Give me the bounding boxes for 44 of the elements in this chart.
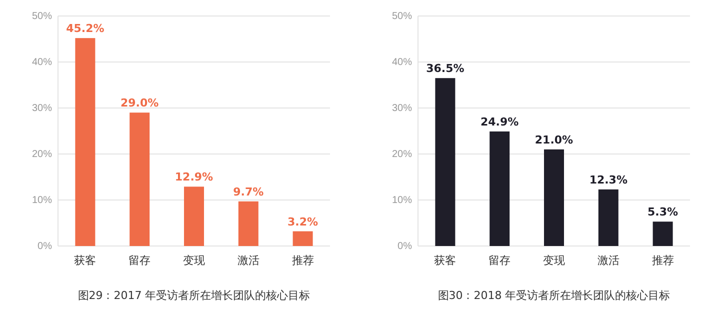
bar: [292, 231, 313, 246]
bar: [544, 149, 564, 246]
x-tick-label: 激活: [597, 254, 620, 267]
x-tick-label: 变现: [183, 254, 205, 267]
x-tick-label: 留存: [128, 254, 151, 267]
data-label: 45.2%: [66, 22, 104, 36]
data-label: 3.2%: [288, 215, 318, 228]
data-label: 9.7%: [233, 185, 264, 198]
bar: [652, 222, 673, 246]
bar: [238, 201, 258, 246]
data-label: 21.0%: [534, 133, 574, 146]
x-tick-label: 获客: [74, 254, 96, 267]
bar: [75, 38, 96, 246]
y-tick-label: 0%: [398, 241, 412, 252]
y-tick-label: 10%: [32, 195, 52, 206]
data-label: 24.9%: [480, 115, 519, 128]
data-label: 12.3%: [589, 173, 628, 186]
y-tick-label: 30%: [392, 103, 412, 114]
data-label: 12.9%: [174, 170, 214, 184]
bar: [435, 78, 456, 246]
y-tick-label: 30%: [32, 103, 52, 114]
bar: [130, 112, 150, 246]
bar: [184, 186, 204, 246]
bar: [598, 189, 618, 246]
y-tick-label: 40%: [32, 57, 52, 68]
y-tick-label: 0%: [38, 241, 52, 252]
y-tick-label: 40%: [392, 57, 412, 68]
y-tick-label: 10%: [392, 195, 412, 206]
data-label: 5.3%: [648, 206, 678, 219]
data-label: 36.5%: [426, 62, 464, 76]
data-label: 29.0%: [120, 96, 159, 110]
y-tick-label: 20%: [392, 149, 412, 160]
x-tick-label: 留存: [488, 254, 511, 267]
y-tick-label: 50%: [392, 11, 412, 22]
bar: [490, 131, 510, 246]
x-tick-label: 激活: [237, 254, 260, 267]
x-tick-label: 推荐: [652, 254, 674, 267]
x-tick-label: 推荐: [292, 254, 314, 267]
x-tick-label: 变现: [543, 254, 565, 267]
caption: 图30：2018 年受访者所在增长团队的核心目标: [438, 289, 670, 302]
caption: 图29：2017 年受访者所在增长团队的核心目标: [78, 289, 310, 302]
y-tick-label: 20%: [32, 149, 52, 160]
x-tick-label: 获客: [434, 254, 456, 267]
y-tick-label: 50%: [32, 11, 52, 22]
